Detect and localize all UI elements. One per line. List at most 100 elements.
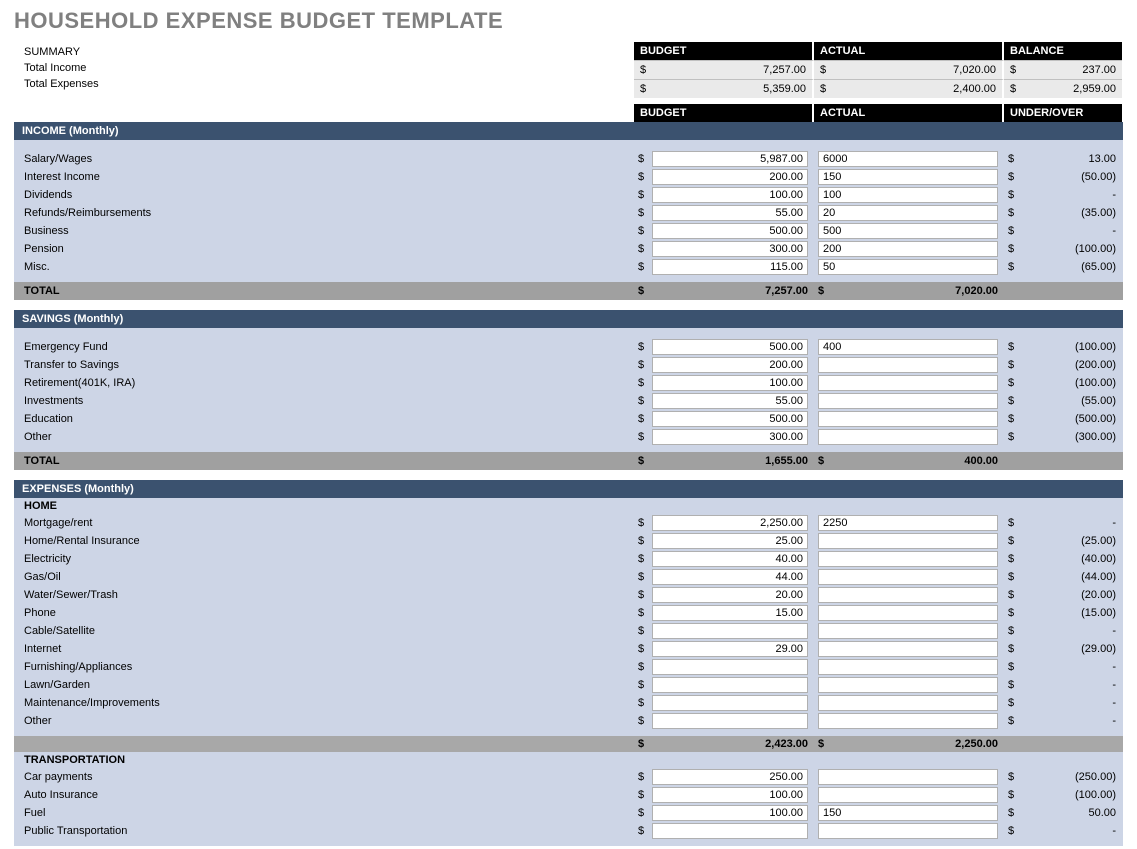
dollar-sign: $ bbox=[1008, 771, 1022, 783]
home-budget-input[interactable] bbox=[652, 551, 808, 567]
transportation-actual-input[interactable] bbox=[818, 805, 998, 821]
income-line: Misc.$$(65.00) bbox=[14, 258, 1123, 276]
income-actual-input[interactable] bbox=[818, 169, 998, 185]
savings-budget-input[interactable] bbox=[652, 339, 808, 355]
dollar-sign: $ bbox=[638, 679, 652, 691]
dollar-sign: $ bbox=[638, 807, 652, 819]
home-budget-input[interactable] bbox=[652, 623, 808, 639]
home-balance-value: (20.00) bbox=[1022, 589, 1116, 601]
income-budget-input[interactable] bbox=[652, 169, 808, 185]
income-actual-input[interactable] bbox=[818, 187, 998, 203]
summary-header-actual: ACTUAL bbox=[814, 42, 1004, 60]
income-actual-input[interactable] bbox=[818, 259, 998, 275]
home-budget-input[interactable] bbox=[652, 515, 808, 531]
summary-row-label: Total Income bbox=[14, 60, 634, 76]
home-budget-input[interactable] bbox=[652, 605, 808, 621]
savings-budget-input[interactable] bbox=[652, 393, 808, 409]
income-budget-input[interactable] bbox=[652, 205, 808, 221]
home-balance-value: - bbox=[1022, 715, 1116, 727]
transportation-budget-input[interactable] bbox=[652, 823, 808, 839]
transportation-budget-input[interactable] bbox=[652, 769, 808, 785]
income-balance-value: - bbox=[1022, 225, 1116, 237]
dollar-sign: $ bbox=[1008, 189, 1022, 201]
income-actual-input[interactable] bbox=[818, 223, 998, 239]
savings-actual-input[interactable] bbox=[818, 429, 998, 445]
income-section-header: INCOME (Monthly) bbox=[14, 122, 1123, 140]
savings-actual-input[interactable] bbox=[818, 339, 998, 355]
home-actual-input[interactable] bbox=[818, 695, 998, 711]
income-line: Business$$- bbox=[14, 222, 1123, 240]
home-actual-input[interactable] bbox=[818, 677, 998, 693]
dollar-sign: $ bbox=[638, 261, 652, 273]
dollar-sign: $ bbox=[1008, 431, 1022, 443]
transportation-actual-input[interactable] bbox=[818, 769, 998, 785]
dollar-sign: $ bbox=[638, 153, 652, 165]
dollar-sign: $ bbox=[638, 789, 652, 801]
home-actual-input[interactable] bbox=[818, 515, 998, 531]
income-section: INCOME (Monthly) Salary/Wages$$13.00Inte… bbox=[14, 122, 1123, 300]
savings-budget-input[interactable] bbox=[652, 429, 808, 445]
dollar-sign: $ bbox=[1008, 607, 1022, 619]
savings-actual-input[interactable] bbox=[818, 357, 998, 373]
dollar-sign: $ bbox=[638, 643, 652, 655]
income-budget-input[interactable] bbox=[652, 259, 808, 275]
savings-budget-input[interactable] bbox=[652, 357, 808, 373]
home-actual-input[interactable] bbox=[818, 605, 998, 621]
dollar-sign: $ bbox=[638, 625, 652, 637]
transportation-actual-input[interactable] bbox=[818, 823, 998, 839]
income-line-label: Interest Income bbox=[14, 171, 634, 183]
home-budget-input[interactable] bbox=[652, 713, 808, 729]
column-headers: BUDGET ACTUAL UNDER/OVER bbox=[0, 104, 1137, 122]
income-budget-input[interactable] bbox=[652, 223, 808, 239]
home-balance-value: (44.00) bbox=[1022, 571, 1116, 583]
transportation-line-label: Public Transportation bbox=[14, 825, 634, 837]
savings-budget-input[interactable] bbox=[652, 375, 808, 391]
home-actual-input[interactable] bbox=[818, 713, 998, 729]
home-budget-input[interactable] bbox=[652, 677, 808, 693]
home-line-label: Cable/Satellite bbox=[14, 625, 634, 637]
transportation-balance-value: 50.00 bbox=[1022, 807, 1116, 819]
dollar-sign: $ bbox=[638, 359, 652, 371]
income-budget-input[interactable] bbox=[652, 151, 808, 167]
transportation-line: Car payments$$(250.00) bbox=[14, 768, 1123, 786]
income-line-label: Dividends bbox=[14, 189, 634, 201]
home-line-label: Other bbox=[14, 715, 634, 727]
home-line-label: Electricity bbox=[14, 553, 634, 565]
home-budget-input[interactable] bbox=[652, 533, 808, 549]
home-line: Electricity$$(40.00) bbox=[14, 550, 1123, 568]
income-actual-input[interactable] bbox=[818, 151, 998, 167]
transportation-budget-input[interactable] bbox=[652, 787, 808, 803]
transportation-actual-input[interactable] bbox=[818, 787, 998, 803]
home-actual-input[interactable] bbox=[818, 533, 998, 549]
home-balance-value: (29.00) bbox=[1022, 643, 1116, 655]
home-actual-input[interactable] bbox=[818, 569, 998, 585]
home-line: Lawn/Garden$$- bbox=[14, 676, 1123, 694]
savings-actual-input[interactable] bbox=[818, 411, 998, 427]
income-line-label: Business bbox=[14, 225, 634, 237]
home-budget-input[interactable] bbox=[652, 659, 808, 675]
home-budget-input[interactable] bbox=[652, 641, 808, 657]
income-line-label: Salary/Wages bbox=[14, 153, 634, 165]
income-actual-input[interactable] bbox=[818, 241, 998, 257]
income-actual-input[interactable] bbox=[818, 205, 998, 221]
home-budget-input[interactable] bbox=[652, 587, 808, 603]
home-budget-input[interactable] bbox=[652, 695, 808, 711]
savings-budget-input[interactable] bbox=[652, 411, 808, 427]
home-actual-input[interactable] bbox=[818, 623, 998, 639]
savings-actual-input[interactable] bbox=[818, 375, 998, 391]
income-budget-input[interactable] bbox=[652, 241, 808, 257]
home-actual-input[interactable] bbox=[818, 587, 998, 603]
dollar-sign: $ bbox=[638, 535, 652, 547]
savings-actual-input[interactable] bbox=[818, 393, 998, 409]
home-actual-input[interactable] bbox=[818, 659, 998, 675]
transportation-budget-input[interactable] bbox=[652, 805, 808, 821]
dollar-sign: $ bbox=[638, 189, 652, 201]
transportation-balance-value: (100.00) bbox=[1022, 789, 1116, 801]
home-line-label: Phone bbox=[14, 607, 634, 619]
home-actual-input[interactable] bbox=[818, 551, 998, 567]
home-line: Phone$$(15.00) bbox=[14, 604, 1123, 622]
income-budget-input[interactable] bbox=[652, 187, 808, 203]
home-actual-input[interactable] bbox=[818, 641, 998, 657]
dollar-sign: $ bbox=[638, 589, 652, 601]
home-budget-input[interactable] bbox=[652, 569, 808, 585]
